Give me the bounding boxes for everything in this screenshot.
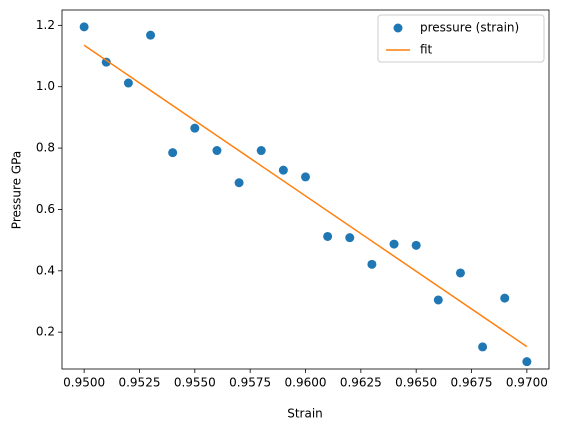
point xyxy=(433,295,443,305)
point xyxy=(500,293,510,303)
point xyxy=(478,342,488,352)
x-tick-label: 0.9600 xyxy=(285,376,327,390)
point xyxy=(345,233,355,243)
point xyxy=(101,57,111,67)
point xyxy=(123,78,133,88)
x-tick-label: 0.9675 xyxy=(451,376,493,390)
x-tick-label: 0.9500 xyxy=(63,376,105,390)
y-tick-label: 0.2 xyxy=(36,325,55,339)
x-tick-label: 0.9625 xyxy=(340,376,382,390)
y-tick-label: 1.0 xyxy=(36,79,55,93)
point xyxy=(301,172,310,182)
legend-box xyxy=(377,14,545,63)
point xyxy=(411,240,421,250)
point xyxy=(190,123,200,133)
point xyxy=(212,146,222,156)
x-tick-label: 0.9650 xyxy=(395,376,437,390)
y-tick-label: 0.6 xyxy=(36,202,55,216)
point xyxy=(389,239,399,249)
fit-line xyxy=(83,44,528,348)
axes-frame xyxy=(61,9,550,370)
y-tick-label: 0.8 xyxy=(36,141,55,155)
point xyxy=(168,148,178,158)
x-tick-label: 0.9550 xyxy=(174,376,216,390)
point xyxy=(256,146,266,156)
y-axis-label: Pressure GPa xyxy=(10,151,24,229)
x-tick-label: 0.9525 xyxy=(118,376,160,390)
x-tick-label: 0.9575 xyxy=(229,376,271,390)
point xyxy=(323,231,333,241)
y-tick-label: 1.2 xyxy=(36,18,55,32)
legend-label: fit xyxy=(420,43,433,57)
point xyxy=(79,22,89,32)
x-tick-label: 0.9700 xyxy=(506,376,548,390)
x-axis-label: Strain xyxy=(287,407,323,421)
point xyxy=(455,268,465,278)
legend-label: pressure (strain) xyxy=(420,21,519,35)
point xyxy=(522,357,532,367)
point xyxy=(278,165,288,175)
point xyxy=(146,30,156,40)
y-tick-label: 0.4 xyxy=(36,263,55,277)
point xyxy=(367,259,377,269)
legend-marker xyxy=(393,23,403,33)
point xyxy=(234,178,244,188)
